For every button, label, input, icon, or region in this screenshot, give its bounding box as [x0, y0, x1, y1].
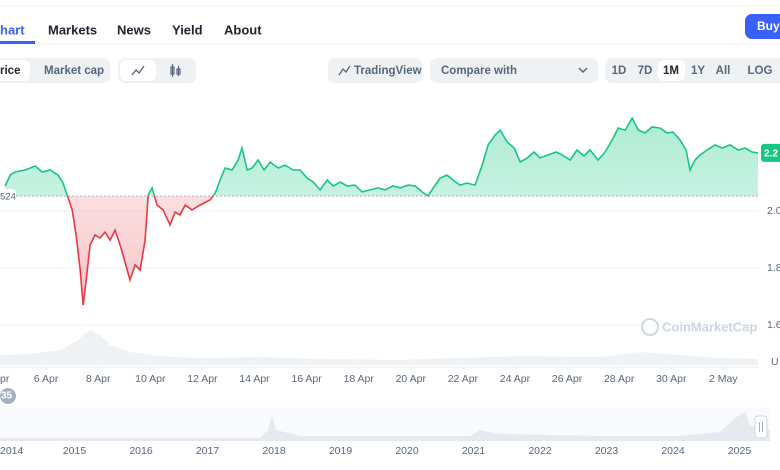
tradingview-icon	[338, 65, 351, 76]
year-label: 2022	[528, 445, 552, 457]
unit-label: U	[771, 356, 779, 368]
buy-button-label[interactable]: Buy	[757, 19, 780, 33]
x-tick-label: 30 Apr	[656, 373, 687, 385]
price-line-up	[4, 116, 758, 197]
tradingview-label[interactable]: TradingView	[354, 65, 422, 77]
price-badge-label: 2.2	[764, 149, 778, 160]
volume-area	[0, 330, 758, 365]
y-tick-label: 1.8	[767, 262, 780, 274]
navigator-background	[0, 408, 770, 441]
price-badge	[761, 143, 780, 162]
tradingview-button[interactable]	[328, 58, 422, 83]
active-tab-underline	[0, 41, 35, 44]
baseline-label: 524	[0, 192, 16, 203]
watermark-logo	[641, 318, 659, 336]
compare-dropdown[interactable]	[430, 58, 598, 83]
range-button[interactable]: All	[716, 65, 731, 77]
range-selected	[658, 60, 685, 81]
navigator-badge-label: 35	[1, 391, 13, 402]
navigator-area	[0, 412, 770, 441]
x-tick-label: 26 Apr	[552, 373, 583, 385]
year-label: 2025	[728, 445, 752, 457]
range-button[interactable]: LOG	[748, 65, 773, 77]
x-tick-label: 24 Apr	[500, 373, 531, 385]
dropdown-arrow	[578, 67, 588, 74]
x-tick-label: 22 Apr	[448, 373, 479, 385]
price-line-down	[66, 196, 429, 306]
navigator-badge	[0, 388, 16, 404]
x-tick-label: pr	[0, 373, 10, 385]
buy-button[interactable]	[745, 14, 780, 39]
year-label: 2019	[329, 445, 353, 457]
metric-selected	[0, 60, 30, 81]
range-button[interactable]: 1M	[663, 65, 679, 77]
x-tick-label: 2 May	[709, 373, 738, 385]
market-cap-button[interactable]: Market cap	[44, 65, 104, 77]
year-label: 2021	[462, 445, 486, 457]
year-label: 2015	[63, 445, 87, 457]
tab[interactable]: About	[224, 22, 262, 37]
x-tick-label: 14 Apr	[239, 373, 270, 385]
year-label: 2024	[661, 445, 685, 457]
x-tick-label: 12 Apr	[187, 373, 218, 385]
x-tick-label: 10 Apr	[135, 373, 166, 385]
x-tick-label: 20 Apr	[396, 373, 427, 385]
x-tick-label: 18 Apr	[344, 373, 375, 385]
range-button[interactable]: 7D	[638, 65, 653, 77]
year-label: 2014	[0, 445, 24, 457]
x-tick-label: 16 Apr	[291, 373, 322, 385]
tab[interactable]: Yield	[172, 22, 203, 37]
year-label: 2016	[129, 445, 153, 457]
year-label: 2023	[595, 445, 619, 457]
range-button[interactable]: 1D	[612, 65, 627, 77]
area-down	[5, 196, 758, 306]
year-label: 2017	[196, 445, 220, 457]
navigator-handle[interactable]	[754, 415, 768, 439]
tab[interactable]: News	[117, 22, 151, 37]
y-tick-label: 2.0	[767, 205, 780, 217]
x-tick-label: 8 Apr	[86, 373, 111, 385]
compare-label[interactable]: Compare with	[441, 65, 517, 77]
year-label: 2018	[262, 445, 286, 457]
range-button[interactable]: 1Y	[691, 65, 705, 77]
y-tick-label: 1.6	[767, 319, 780, 331]
candle-icon[interactable]	[170, 64, 181, 77]
tab[interactable]: Markets	[48, 22, 97, 37]
x-tick-label: 28 Apr	[604, 373, 635, 385]
year-label: 2020	[395, 445, 419, 457]
area-up	[5, 118, 758, 197]
price-button[interactable]: rice	[0, 65, 20, 77]
tab[interactable]: hart	[0, 22, 25, 37]
baseline-label-box	[0, 189, 16, 204]
x-tick-label: 6 Apr	[34, 373, 59, 385]
range-toggle	[605, 58, 780, 83]
watermark: CoinMarketCap	[662, 319, 757, 334]
line-icon	[131, 65, 145, 76]
chart-type-selected[interactable]	[120, 60, 156, 81]
